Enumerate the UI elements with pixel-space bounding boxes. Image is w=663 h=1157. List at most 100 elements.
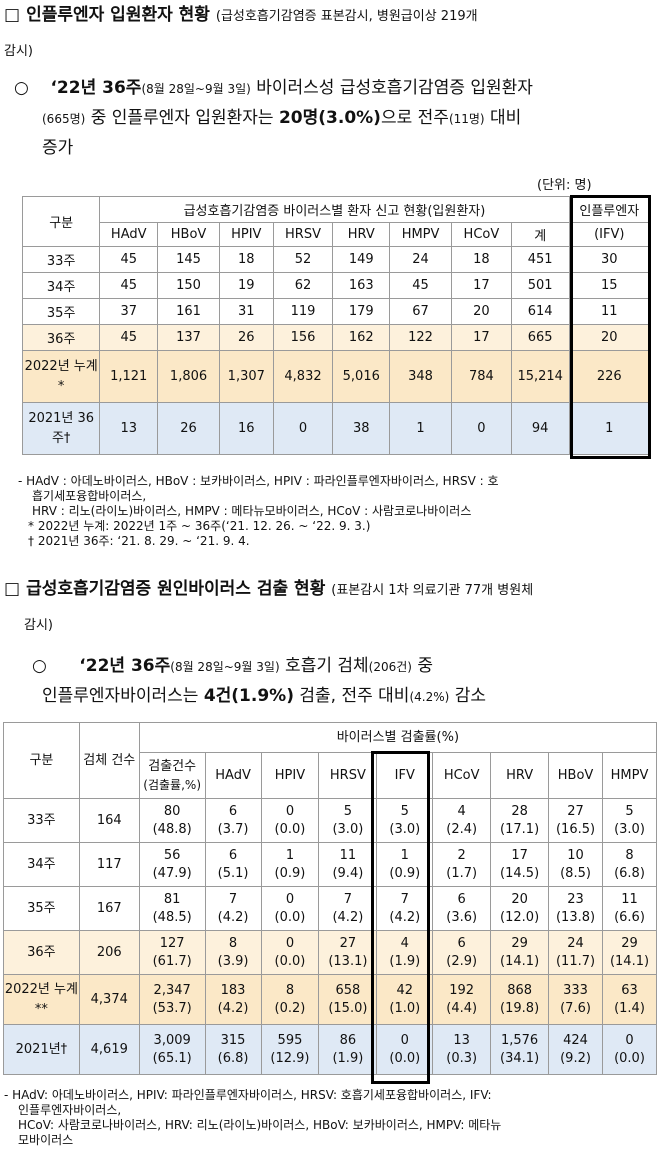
cell: 4 (2.4): [432, 798, 492, 843]
para2-ifv-count: 4건(1.9%): [203, 686, 294, 706]
cell: 5 (3.0): [318, 798, 378, 843]
count: 6: [457, 935, 466, 951]
cell: 183 (4.2): [204, 974, 262, 1025]
rate: (0.3): [446, 1050, 478, 1066]
count: 27: [567, 803, 584, 819]
note-line: 모바이러스: [18, 1133, 74, 1147]
count: 4: [400, 935, 409, 951]
cell: 13: [99, 402, 159, 455]
count: 6: [457, 891, 466, 907]
count: 127: [159, 935, 185, 951]
count: 86: [339, 1032, 357, 1048]
count: 315: [220, 1032, 246, 1048]
ifv-cell: 30: [568, 246, 651, 273]
para1-prev: (11명): [448, 112, 485, 126]
row-label: 33주: [3, 798, 80, 843]
cell: 0 (0.0): [260, 886, 320, 931]
row-label: 2022년 누계**: [3, 974, 80, 1025]
detect-cell: 3,009 (65.1): [138, 1024, 206, 1075]
ifv-cell: 226: [568, 350, 651, 403]
para2-mid: 검출, 전주 대비: [293, 686, 410, 706]
cell: 137: [157, 324, 220, 351]
count: 24: [567, 935, 584, 951]
cell: 119: [272, 298, 334, 325]
table-row: 33주 164 80 (48.8) 6 (3.7) 0 (0.0) 5 (3.0) 5 (…: [3, 798, 657, 843]
cell: 1: [389, 402, 452, 455]
rate: (6.8): [614, 865, 645, 881]
rate: (14.5): [500, 865, 540, 881]
section2-title: 급성호흡기감염증 원인바이러스 검출 현황: [26, 579, 326, 599]
count: 183: [220, 982, 246, 998]
rate: (48.8): [152, 821, 192, 837]
t2-header-group: 바이러스별 검출률(%): [138, 722, 658, 753]
row-label: 36주: [21, 324, 101, 351]
table-row: 36주 206 127 (61.7) 8 (3.9) 0 (0.0) 27 (13.1)…: [3, 930, 657, 975]
rate: (14.1): [500, 953, 540, 969]
count: 0: [625, 1032, 634, 1048]
count: 2,347: [153, 982, 191, 998]
t1-header-gubun: 구분: [21, 196, 101, 247]
para2-text1: 호흡기 검체: [279, 656, 369, 676]
count: 20: [511, 891, 528, 907]
rate: (1.9): [332, 1050, 364, 1066]
cell: 26: [218, 324, 274, 351]
count: 5: [625, 803, 634, 819]
count: 868: [507, 982, 533, 998]
t1-col-total: 계: [510, 222, 570, 247]
rate: (8.5): [560, 865, 591, 881]
cell: 179: [332, 298, 391, 325]
cell: 17: [451, 324, 512, 351]
cell: 0 (0.0): [376, 1024, 434, 1075]
note-line: - HAdV: 아데노바이러스, HPIV: 파라인플루엔자바이러스, HRSV…: [4, 1088, 492, 1102]
cell: 18: [218, 246, 274, 273]
cell: 6 (5.1): [204, 842, 262, 887]
cell: 23 (13.8): [548, 886, 603, 931]
count: 27: [339, 935, 357, 951]
rate: (3.6): [446, 909, 478, 925]
cell: 18: [451, 246, 512, 273]
row-label: 2021년 36주†: [21, 402, 101, 455]
count: 5: [343, 803, 353, 819]
cell: 29 (14.1): [490, 930, 550, 975]
para2-week: ‘22년 36주: [79, 656, 171, 676]
specimen-cell: 117: [78, 842, 140, 887]
count: 0: [285, 935, 295, 951]
count: 10: [567, 847, 584, 863]
specimen-cell: 206: [78, 930, 140, 975]
para1-line1: ○ ‘22년 36주(8월 28일~9월 3일) 바이러스성 급성호흡기감염증 …: [14, 74, 654, 104]
detect-cell: 56 (47.9): [138, 842, 206, 887]
count: 595: [277, 1032, 303, 1048]
t2-col-hbov: HBoV: [548, 752, 603, 799]
para2-period: (8월 28일~9월 3일): [170, 660, 280, 674]
count: 0: [285, 891, 295, 907]
cell: 5,016: [332, 350, 391, 403]
para1-line3: 증가: [42, 138, 74, 158]
para1-total: (665명): [42, 112, 86, 126]
t2-header-gubun: 구분: [3, 722, 80, 799]
t1-col-hcov: HCoV: [451, 222, 512, 247]
ifv-cell: 11: [568, 298, 651, 325]
count: 0: [400, 1032, 409, 1048]
cell: 333 (7.6): [548, 974, 603, 1025]
count: 8: [285, 982, 295, 998]
cell: 5 (3.0): [376, 798, 434, 843]
rate: (14.1): [609, 953, 650, 969]
cell: 45: [389, 272, 452, 299]
rate: (1.7): [446, 865, 478, 881]
rate: (4.2): [389, 909, 421, 925]
count: 13: [453, 1032, 470, 1048]
cell: 45: [99, 272, 159, 299]
rate: (7.6): [560, 1000, 591, 1016]
count: 424: [563, 1032, 588, 1048]
para1-week: ‘22년 36주: [50, 78, 142, 98]
cell: 11 (9.4): [318, 842, 378, 887]
cell: 149: [332, 246, 391, 273]
rate: (0.2): [274, 1000, 306, 1016]
count: 1,576: [500, 1032, 539, 1048]
cell: 868 (19.8): [490, 974, 550, 1025]
cell: 451: [510, 246, 570, 273]
rate: (11.7): [555, 953, 596, 969]
section2-title-line: □ 급성호흡기감염증 원인바이러스 검출 현황 (표본감시 1차 의료기관 77개…: [4, 578, 659, 602]
cell: 161: [157, 298, 220, 325]
cell: 348: [389, 350, 452, 403]
